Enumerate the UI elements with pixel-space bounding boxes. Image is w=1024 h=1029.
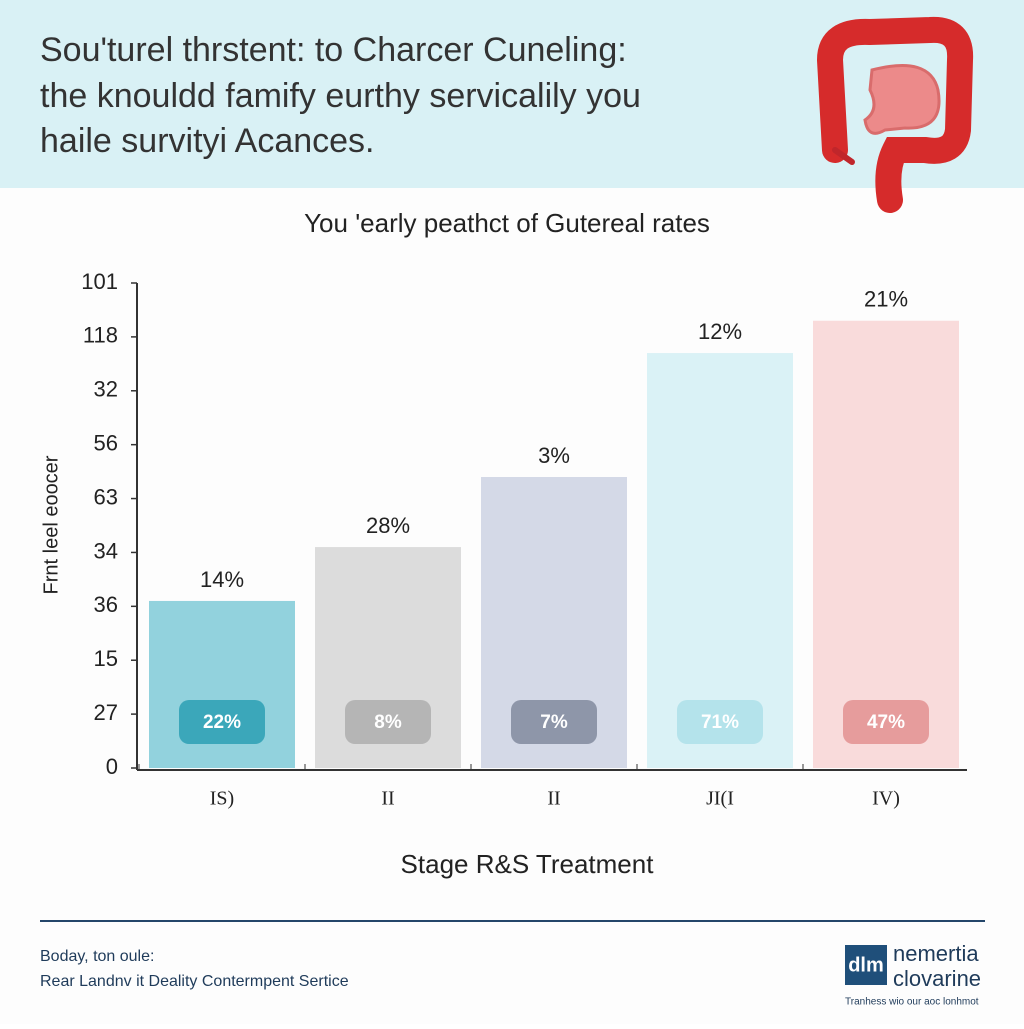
y-tick-label: 101 (81, 269, 118, 294)
badge-label: 71% (701, 712, 739, 733)
x-axis-label: Stage R&S Treatment (401, 849, 655, 879)
badge-label: 8% (374, 712, 402, 733)
header-title: Sou'turel thrstent: to Charcer Cuneling: (40, 31, 627, 69)
y-tick-label: 0 (106, 754, 118, 779)
bar-label: 12% (698, 319, 742, 344)
badge-label: 47% (867, 712, 905, 733)
x-tick-label: II (381, 788, 394, 810)
badge (345, 700, 431, 744)
chart-title: You 'early peathct of Gutereal rates (304, 208, 710, 238)
logo-box (845, 945, 887, 985)
badge (677, 700, 763, 744)
x-tick-label: IV) (872, 788, 900, 810)
x-tick-label: JI(I (706, 788, 734, 810)
bar (647, 353, 793, 768)
header-title: the knouldd famify eurthy servicalily yo… (40, 77, 641, 115)
badge (511, 700, 597, 744)
bar-label: 28% (366, 513, 410, 538)
x-tick-label: IS) (210, 788, 234, 810)
y-tick-label: 34 (94, 538, 118, 563)
colon-icon (816, 16, 974, 213)
bar (813, 320, 959, 768)
bar-label: 14% (200, 567, 244, 592)
y-tick-label: 27 (94, 700, 118, 725)
badge-label: 7% (540, 712, 568, 733)
header-title: haile survityi Acances. (40, 122, 375, 160)
y-tick-label: 118 (83, 323, 118, 348)
badge (843, 700, 929, 744)
y-tick-label: 32 (94, 377, 118, 402)
logo-mark: dlm (848, 954, 884, 976)
y-tick-label: 56 (94, 430, 118, 455)
y-tick-label: 15 (94, 646, 118, 671)
logo-tagline: Tranhess wio our aoc lonhmot (845, 997, 979, 1008)
badge-label: 22% (203, 712, 241, 733)
logo-name: nemertia (893, 941, 979, 966)
badge (179, 700, 265, 744)
x-tick-label: II (547, 788, 560, 810)
bar-label: 3% (538, 443, 570, 468)
footer-text: Rear Landnv it Deality Contermpent Serti… (40, 973, 349, 990)
logo-name: clovarine (893, 966, 981, 991)
y-tick-label: 36 (94, 592, 118, 617)
y-tick-label: 63 (94, 484, 118, 509)
y-axis-label: Frnt leel eoocer (40, 455, 62, 594)
bar-label: 21% (864, 287, 908, 312)
footer-text: Boday, ton oule: (40, 948, 154, 965)
